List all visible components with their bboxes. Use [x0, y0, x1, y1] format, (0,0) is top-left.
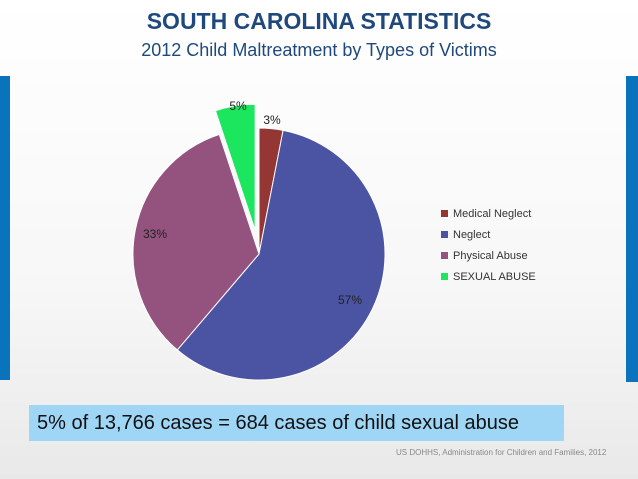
chart-legend: Medical Neglect Neglect Physical Abuse S…	[441, 203, 536, 287]
pie-labels: 3% 57% 33% 5%	[143, 99, 362, 307]
legend-label: Neglect	[453, 228, 491, 241]
pie-slices	[132, 103, 386, 381]
pie-slice-physical-abuse	[132, 133, 260, 351]
legend-swatch	[441, 231, 448, 238]
legend-swatch	[441, 210, 448, 217]
legend-label: SEXUAL ABUSE	[453, 270, 536, 283]
slide-subtitle: 2012 Child Maltreatment by Types of Vict…	[141, 40, 497, 60]
pie-slice-neglect	[176, 129, 386, 381]
legend-item-sexual-abuse: SEXUAL ABUSE	[441, 266, 536, 287]
legend-item-medical-neglect: Medical Neglect	[441, 203, 536, 224]
pie-label-neglect: 57%	[338, 293, 362, 307]
pie-label-physical-abuse: 33%	[143, 227, 167, 241]
source-citation: US DOHHS, Administration for Children an…	[396, 448, 607, 457]
left-accent-bar	[0, 76, 10, 380]
legend-label: Medical Neglect	[453, 207, 532, 220]
slide-title: SOUTH CAROLINA STATISTICS	[146, 8, 492, 34]
legend-label: Physical Abuse	[453, 249, 528, 262]
right-accent-bar	[626, 76, 638, 382]
callout-banner: 5% of 13,766 cases = 684 cases of child …	[29, 405, 564, 441]
legend-swatch	[441, 252, 448, 259]
pie-label-sexual-abuse: 5%	[229, 99, 247, 113]
legend-item-neglect: Neglect	[441, 224, 536, 245]
pie-label-medical-neglect: 3%	[263, 113, 281, 127]
pie-slice-sexual-abuse	[214, 103, 256, 231]
legend-item-physical-abuse: Physical Abuse	[441, 245, 536, 266]
legend-swatch	[441, 273, 448, 280]
